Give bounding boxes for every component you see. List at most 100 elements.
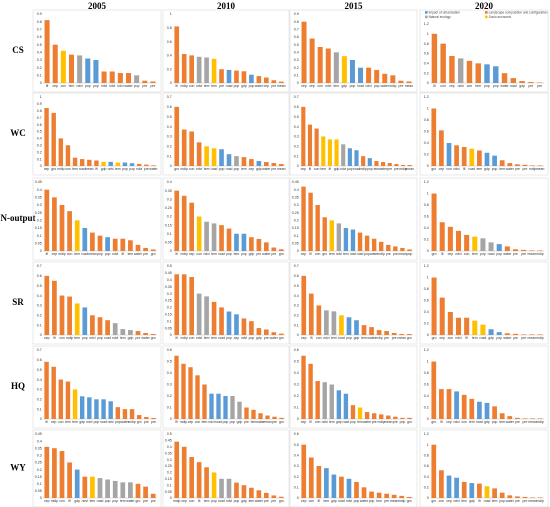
bar — [406, 81, 412, 83]
legend-swatch — [425, 15, 428, 19]
bar — [120, 238, 126, 251]
y-tick-label: 0.4 — [424, 394, 429, 398]
y-tick-label: 0.2 — [424, 322, 429, 326]
bar — [504, 333, 510, 335]
bar — [515, 417, 520, 419]
y-tick-label: 0.3 — [167, 292, 172, 296]
category-label: ndvi — [136, 167, 142, 171]
y-tick-label: 0.6 — [294, 105, 299, 109]
category-label: pre — [144, 167, 149, 171]
category-label: ndvi — [196, 84, 202, 88]
category-label: tem — [72, 420, 78, 424]
bar — [317, 46, 323, 83]
y-tick-label: 0.45 — [35, 180, 42, 184]
category-label: gdp — [488, 336, 494, 340]
panel-frame — [32, 261, 162, 345]
bar — [350, 405, 356, 419]
y-tick-label: 0.6 — [37, 358, 42, 362]
category-label: gdp — [237, 420, 243, 424]
bar — [135, 331, 141, 335]
category-label: pop — [492, 167, 498, 171]
y-tick-label: 0.3 — [167, 135, 172, 139]
y-tick-label: 0.2 — [424, 153, 429, 157]
y-tick-label: 0.5 — [294, 115, 299, 119]
bar — [128, 330, 133, 335]
bar — [484, 64, 490, 83]
legend-swatch — [425, 11, 428, 14]
bar — [189, 131, 194, 166]
category-label: pre — [143, 252, 148, 256]
bar — [278, 333, 284, 335]
bar — [431, 108, 437, 166]
category-label: tem — [329, 252, 335, 256]
bar — [341, 56, 347, 83]
bar — [271, 332, 277, 335]
category-label: pre — [264, 499, 269, 503]
y-tick-label: 0.4 — [37, 439, 42, 443]
y-tick-label: 0.2 — [424, 71, 429, 75]
y-tick-label: 0.25 — [165, 299, 172, 303]
category-label: pop — [496, 336, 502, 340]
category-label: ndvi — [109, 84, 115, 88]
bar — [101, 71, 107, 83]
category-label: ndvi — [323, 336, 329, 340]
category-label: lfi — [441, 252, 444, 256]
y-tick-label: 0 — [427, 81, 429, 85]
bar — [325, 48, 331, 83]
category-label: ndvi — [108, 167, 114, 171]
category-label: mean — [277, 167, 286, 171]
bar — [387, 163, 392, 166]
y-tick-label: 0 — [40, 417, 42, 421]
bar — [507, 163, 513, 166]
bar — [336, 390, 342, 419]
category-label: lfi — [309, 252, 312, 256]
bar — [361, 487, 367, 498]
y-tick-label: 0.2 — [294, 313, 299, 317]
category-label: pre — [244, 420, 249, 424]
category-label: pre — [271, 84, 276, 88]
bar — [499, 492, 505, 498]
bar — [350, 229, 356, 251]
bar — [90, 476, 95, 498]
y-tick-label: 0.4 — [424, 310, 429, 314]
bar — [234, 156, 239, 166]
panel-frame — [162, 429, 290, 507]
category-label: pop — [350, 420, 356, 424]
category-label: pre — [219, 84, 224, 88]
category-label: ndvi — [453, 499, 459, 503]
bar — [90, 315, 95, 335]
category-label: gdp — [354, 336, 360, 340]
category-label: road — [510, 84, 517, 88]
bar — [522, 496, 528, 498]
category-label: pre — [392, 336, 397, 340]
bar — [144, 417, 149, 419]
legend-entry: Landscape composition and configuration — [489, 11, 548, 15]
bar — [354, 482, 359, 498]
bar — [120, 329, 126, 335]
category-label: mdip — [181, 252, 188, 256]
bar — [301, 106, 306, 166]
category-label: water — [381, 84, 390, 88]
bar — [117, 73, 123, 83]
category-label: water — [126, 499, 135, 503]
category-label: mdip — [378, 420, 385, 424]
bar — [211, 148, 217, 166]
y-tick-label: 0.4 — [294, 454, 299, 458]
category-label: mdip — [181, 167, 188, 171]
category-label: pop — [493, 84, 499, 88]
category-label: water — [500, 84, 509, 88]
panel-frame — [289, 9, 418, 93]
category-label: cep — [446, 420, 452, 424]
bar — [301, 186, 306, 251]
category-label: gro — [407, 420, 412, 424]
bar — [67, 462, 72, 498]
category-label: tem — [475, 84, 481, 88]
category-label: mdip — [375, 336, 382, 340]
category-label: pop — [234, 84, 240, 88]
bar — [135, 483, 141, 498]
y-tick-label: 1 — [170, 12, 172, 16]
category-label: tem — [361, 336, 367, 340]
y-tick-label: 0.8 — [167, 26, 172, 30]
category-label: water — [506, 167, 515, 171]
